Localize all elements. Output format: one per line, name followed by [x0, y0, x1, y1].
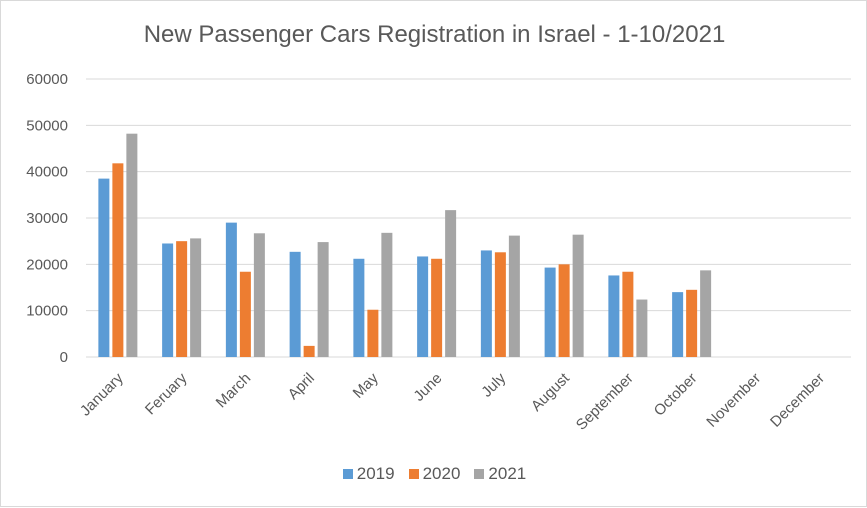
bar-2021-january [126, 133, 138, 357]
x-tick-label: April [285, 370, 318, 403]
y-tick-label: 30000 [26, 210, 68, 227]
bar-2020-march [239, 271, 251, 357]
bar-2021-july [508, 235, 520, 357]
bar-2019-september [608, 275, 620, 357]
bar-2019-january [98, 178, 110, 357]
x-tick-label: November [703, 370, 764, 431]
y-tick-label: 60000 [26, 71, 68, 88]
x-tick-label: August [528, 369, 574, 415]
bar-2019-june [417, 256, 429, 357]
x-tick-label: May [350, 369, 382, 401]
bar-2020-october [686, 289, 698, 357]
legend-label: 2021 [488, 464, 527, 483]
bar-2019-march [225, 222, 237, 357]
y-tick-label: 20000 [26, 256, 68, 273]
x-tick-label: December [767, 370, 828, 431]
bar-2021-june [445, 210, 457, 357]
bar-2019-feruary [162, 243, 174, 357]
bar-2020-july [494, 252, 506, 357]
bar-2020-january [112, 163, 124, 357]
bar-2020-september [622, 271, 634, 357]
x-tick-label: July [478, 369, 509, 400]
x-tick-label: September [573, 370, 637, 434]
chart-legend: 2019 2020 2021 [1, 464, 867, 484]
y-tick-label: 0 [60, 349, 68, 366]
legend-label: 2020 [422, 464, 461, 483]
bar-2019-april [289, 251, 301, 357]
legend-swatch [408, 469, 419, 479]
bar-2021-april [317, 242, 329, 357]
chart-title: New Passenger Cars Registration in Israe… [143, 21, 726, 48]
x-tick-label: October [651, 370, 701, 420]
bar-2020-june [431, 258, 443, 357]
bar-2019-may [353, 258, 365, 357]
bar-2020-feruary [176, 241, 188, 357]
bar-2021-may [381, 232, 393, 357]
x-tick-label: June [410, 370, 445, 405]
legend-item: 2020 [408, 464, 461, 484]
y-tick-label: 10000 [26, 303, 68, 320]
bar-2020-april [303, 345, 315, 357]
bar-2021-september [636, 299, 648, 357]
x-tick-label: Feruary [142, 369, 191, 418]
legend-label: 2019 [356, 464, 395, 483]
bar-2021-feruary [190, 238, 202, 357]
bar-2019-july [480, 250, 492, 357]
x-tick-label: January [77, 369, 127, 419]
bar-2019-august [544, 267, 556, 357]
bar-2019-october [672, 292, 684, 357]
y-tick-label: 50000 [26, 117, 68, 134]
bar-2020-august [558, 264, 570, 357]
y-tick-label: 40000 [26, 164, 68, 181]
bar-2021-march [253, 233, 265, 357]
x-tick-label: March [213, 370, 254, 411]
bar-2021-august [572, 234, 584, 357]
bar-2020-may [367, 309, 379, 357]
legend-swatch [474, 469, 485, 479]
legend-item: 2019 [342, 464, 395, 484]
legend-item: 2021 [474, 464, 526, 484]
bar-2021-october [700, 270, 712, 357]
legend-swatch [342, 469, 353, 479]
